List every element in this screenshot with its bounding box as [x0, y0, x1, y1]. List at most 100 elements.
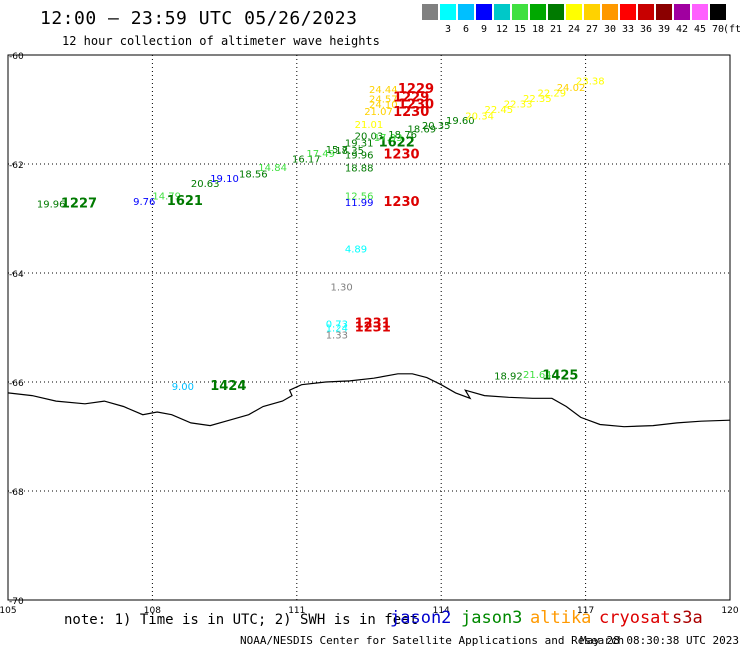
legend-label: 36 — [639, 24, 653, 35]
legend-label: 45 — [693, 24, 707, 35]
footer-source: NOAA/NESDIS Center for Satellite Applica… — [240, 634, 625, 647]
antarctic-coastline — [7, 373, 731, 428]
legend-swatch — [512, 4, 528, 20]
observation-swh-label: 19.96 — [37, 200, 66, 211]
observation-swh-label: 18.76 — [388, 130, 417, 141]
legend-swatch — [602, 4, 618, 20]
mission-altika: altika — [530, 608, 592, 628]
map-subtitle: 12 hour collection of altimeter wave hei… — [62, 34, 380, 48]
lon-tick-label: 111 — [288, 606, 305, 616]
legend-swatch — [422, 4, 438, 20]
observation-time-label: 1229 — [393, 90, 429, 105]
mission-s3a: s3a — [672, 608, 703, 628]
observation-swh-label: 0.73 — [326, 320, 348, 331]
map-frame — [7, 54, 731, 601]
observation-swh-label: 14.79 — [152, 191, 181, 202]
lon-tick-label: 108 — [144, 606, 161, 616]
observation-swh-label: 1.30 — [331, 282, 353, 293]
legend-label: 15 — [513, 24, 527, 35]
legend-label: 33 — [621, 24, 635, 35]
observation-time-label: 1231 — [355, 317, 391, 332]
legend-swatch — [674, 4, 690, 20]
observation-swh-label: 19.96 — [345, 151, 374, 162]
legend-label: 21 — [549, 24, 563, 35]
observation-swh-label: 9.00 — [172, 382, 194, 393]
observation-swh-label: 20.03 — [355, 132, 384, 143]
observation-time-label: 1425 — [542, 368, 578, 383]
legend-swatch — [656, 4, 672, 20]
legend-swatch — [548, 4, 564, 20]
observation-swh-label: 22.45 — [485, 105, 514, 116]
legend-label: 12 — [495, 24, 509, 35]
observation-swh-label: 22.29 — [538, 88, 567, 99]
legend-swatch — [692, 4, 708, 20]
legend-swatch — [620, 4, 636, 20]
observation-swh-label: 24.10 — [369, 100, 398, 111]
observation-swh-label: 22.35 — [523, 94, 552, 105]
observation-swh-label: 21.64 — [523, 370, 552, 381]
lon-tick-label: 114 — [433, 606, 450, 616]
legend-label: 6 — [462, 24, 470, 35]
observation-swh-label: 23.38 — [576, 76, 605, 87]
observation-time-label: 1622 — [379, 136, 415, 151]
observation-swh-label: 24.02 — [557, 83, 586, 94]
observation-swh-label: 1.24 — [326, 323, 348, 334]
observation-swh-label: 1.33 — [326, 330, 348, 341]
observation-swh-label: 17.49 — [306, 149, 335, 160]
observation-time-label: 1231 — [355, 320, 391, 335]
observation-swh-label: 19.10 — [210, 174, 239, 185]
legend-swatch — [440, 4, 456, 20]
lon-tick-label: 117 — [577, 606, 594, 616]
observation-time-label: 1229 — [398, 82, 434, 97]
footer-timestamp: May 28 08:30:38 UTC 2023 — [580, 634, 739, 647]
legend-label: 27 — [585, 24, 599, 35]
lat-tick-label: -62 — [9, 161, 24, 171]
observation-swh-label: 24.44 — [369, 85, 398, 96]
mission-jason3: jason3 — [461, 608, 523, 628]
legend-label: 70 — [711, 24, 725, 35]
observation-time-label: 1230 — [383, 148, 419, 163]
legend-unit: (ft) — [722, 24, 740, 35]
observation-swh-label: 18.35 — [335, 146, 364, 157]
lon-tick-label: 120 — [721, 606, 738, 616]
lat-tick-label: -64 — [9, 270, 24, 280]
note-text: note: 1) Time is in UTC; 2) SWH is in fe… — [64, 612, 419, 628]
observation-time-label: 1230 — [383, 195, 419, 210]
observation-swh-label: 16.17 — [292, 154, 321, 165]
map-title: 12:00 – 23:59 UTC 05/26/2023 — [40, 8, 358, 29]
lat-tick-label: -70 — [9, 597, 24, 607]
legend-swatch — [584, 4, 600, 20]
legend-label: 39 — [657, 24, 671, 35]
observation-swh-label: 14.84 — [258, 163, 287, 174]
lat-tick-label: -68 — [9, 488, 24, 498]
legend-swatch — [638, 4, 654, 20]
mission-jason2: jason2 — [390, 608, 452, 628]
observation-swh-label: 11.99 — [345, 198, 374, 209]
observation-swh-label: 20.34 — [465, 111, 494, 122]
observation-swh-label: 15.7 — [326, 145, 348, 156]
lon-tick-label: 105 — [0, 606, 17, 616]
mission-cryosat: cryosat — [599, 608, 671, 628]
observation-swh-label: 20.63 — [191, 179, 220, 190]
observation-swh-label: 17.93 — [374, 133, 403, 144]
observation-swh-label: 18.92 — [494, 371, 523, 382]
legend-swatch — [458, 4, 474, 20]
observation-swh-label: 18.56 — [239, 170, 268, 181]
legend-label: 42 — [675, 24, 689, 35]
legend-swatch — [710, 4, 726, 20]
legend-swatch — [566, 4, 582, 20]
legend-label: 3 — [444, 24, 452, 35]
observation-swh-label: 18.88 — [345, 164, 374, 175]
observation-time-label: 1230 — [393, 105, 429, 120]
observation-swh-label: 24.57 — [369, 94, 398, 105]
observation-swh-label: 21.01 — [355, 120, 384, 131]
observation-swh-label: 20.35 — [422, 121, 451, 132]
observation-swh-label: 4.89 — [345, 244, 367, 255]
lat-tick-label: -60 — [9, 52, 24, 62]
observation-swh-label: 19.60 — [446, 116, 475, 127]
observation-time-label: 1227 — [61, 197, 97, 212]
lat-tick-label: -66 — [9, 379, 24, 389]
legend-label: 18 — [531, 24, 545, 35]
observation-swh-label: 21.07 — [364, 107, 393, 118]
legend-swatch — [530, 4, 546, 20]
